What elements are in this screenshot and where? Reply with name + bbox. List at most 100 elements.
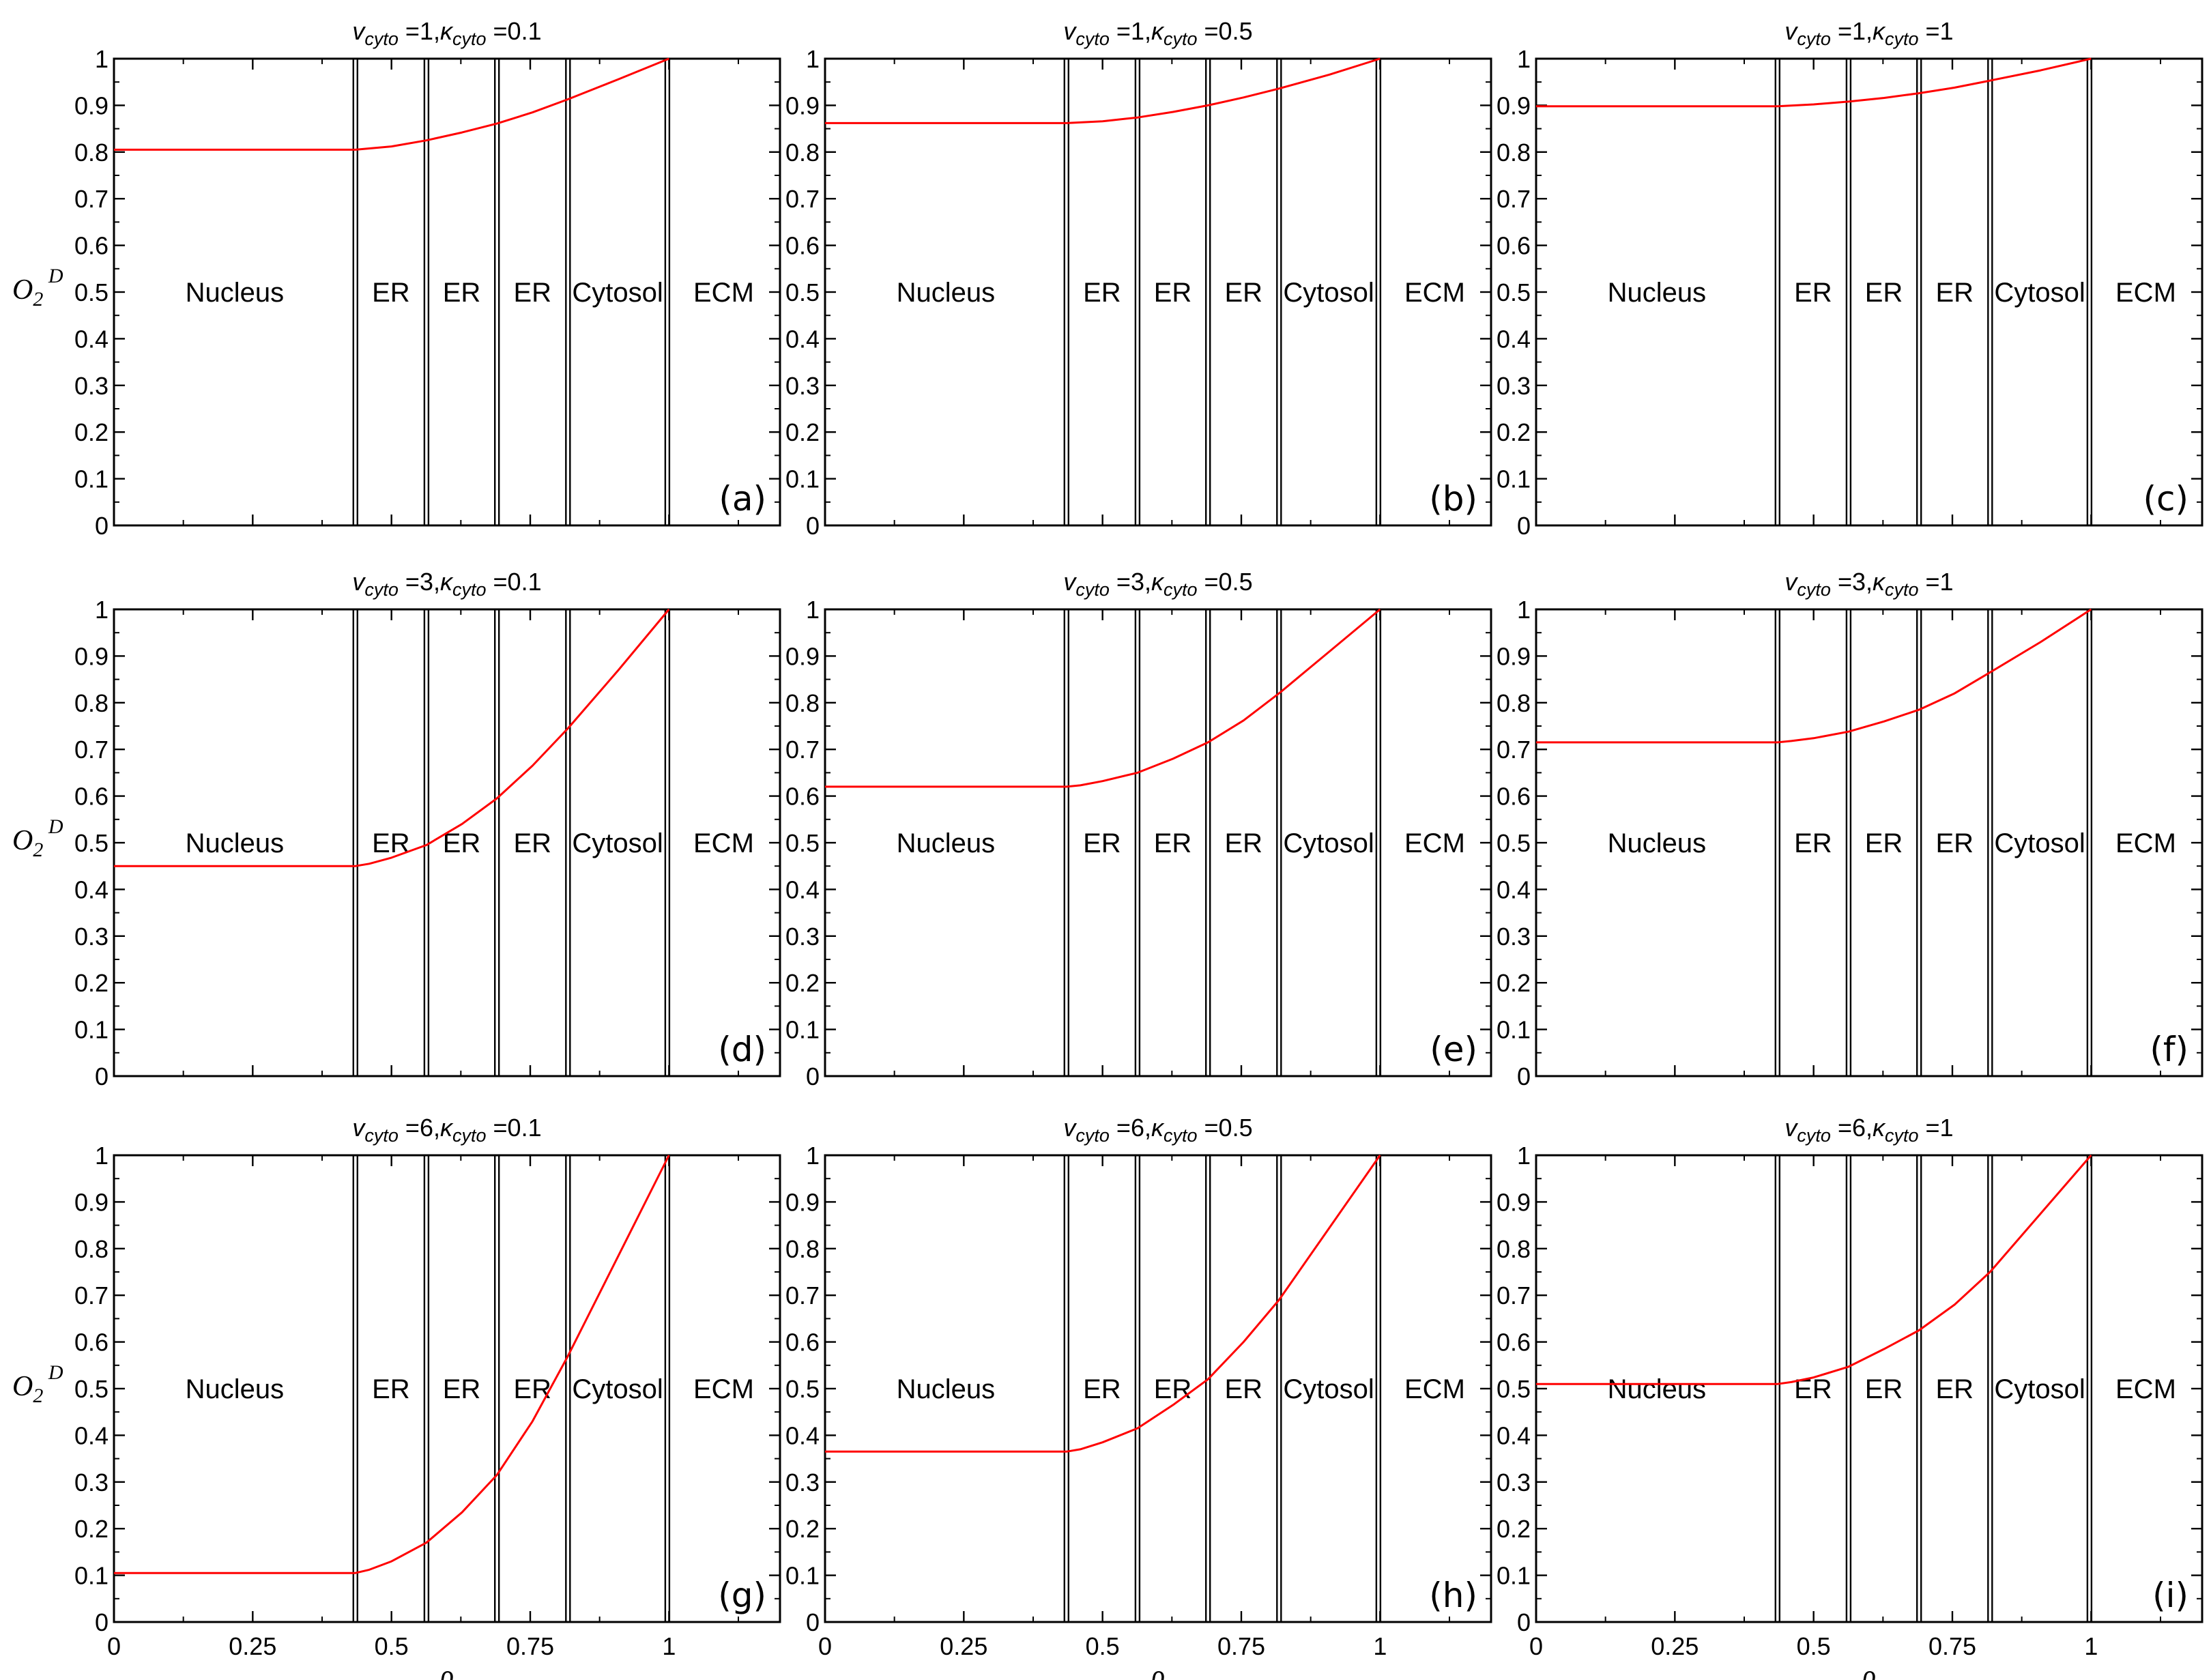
y-tick-label: 1 [95,1142,109,1170]
y-tick-label: 0.1 [785,1562,820,1590]
region-label: Cytosol [572,278,663,308]
y-tick-label: 0.6 [1497,232,1531,260]
region-label: ER [1224,278,1262,308]
y-tick-label: 0.8 [785,689,820,717]
region-label: Nucleus [1608,278,1707,308]
text-part: =3, [399,568,440,596]
y-tick-label: 0.2 [1497,969,1531,997]
y-tick-label: 0.2 [74,418,109,446]
text-part: κ [440,1114,454,1142]
text-part: =1 [1919,568,1954,596]
chart-panel-a: Nucleus ER ER ER Cytosol ECM 0 0.1 0.2 0.3 0.4 0.5 0… [12,17,781,540]
y-tick-label: 0.4 [74,1421,109,1449]
x-tick-label: 1 [662,1632,676,1660]
text-part: κ [1873,1114,1886,1142]
y-tick-label: 1 [806,45,820,73]
y-tick-label: 0.2 [1497,1515,1531,1543]
text-part: =0.1 [487,1114,542,1142]
y-tick-label: 0.5 [1497,278,1531,306]
panel-tag: (d) [718,1030,766,1069]
y-tick-label: 0.9 [1497,91,1531,119]
region-label: ER [372,278,410,308]
text-part: =0.5 [1198,568,1253,596]
chart-panel-e: Nucleus ER ER ER Cytosol ECM 0 0.1 0.2 0.3 0.4 0.5 0… [785,568,1492,1090]
y-tick-label: 0 [806,1608,820,1636]
text-part: =0.5 [1198,1114,1253,1142]
region-label: ER [1083,278,1121,308]
y-tick-label: 0.7 [74,1281,109,1309]
y-tick-label: 1 [1517,1142,1531,1170]
region-label: Cytosol [1283,828,1374,858]
y-tick-label: 1 [806,1142,820,1170]
panel-tag: (g) [718,1576,766,1615]
text-part: cyto [1885,1125,1919,1146]
text-part: 2 [33,1385,43,1407]
y-tick-label: 0.6 [74,1329,109,1357]
region-label: ER [1865,828,1903,858]
y-tick-label: 0.4 [1497,875,1531,903]
y-tick-label: 0.3 [785,372,820,400]
region-label: Cytosol [1994,278,2085,308]
y-tick-label: 0 [806,1062,820,1090]
text-part: κ [440,17,454,45]
y-tick-label: 0.8 [74,139,109,166]
text-part: O [12,825,33,856]
region-label: Cytosol [572,1374,663,1404]
text-part: D [43,265,63,287]
y-tick-label: 0.5 [785,278,820,306]
y-tick-label: 0.1 [74,1562,109,1590]
y-tick-label: 0.2 [1497,418,1531,446]
y-axis-label: O2 D [12,265,63,310]
text-part: =3, [1110,568,1151,596]
x-tick-label: 0.75 [1928,1632,1976,1660]
text-part: cyto [452,29,487,49]
panel-title: vcyto =3,κcyto =0.1 [352,568,541,600]
panel-title: vcyto =3,κcyto =1 [1784,568,1953,600]
y-tick-label: 0.1 [1497,465,1531,493]
y-tick-label: 0.4 [1497,325,1531,353]
y-tick-label: 0 [1517,512,1531,540]
panel-tag: (c) [2143,479,2188,519]
text-part: cyto [1797,1125,1831,1146]
x-tick-label: 0.25 [1651,1632,1699,1660]
text-part: cyto [364,29,399,49]
x-tick-label: 0.25 [229,1632,276,1660]
text-part: =1, [1110,17,1151,45]
chart-panel-f: Nucleus ER ER ER Cytosol ECM 0 0.1 0.2 0.3 0.4 0.5 0… [1497,568,2203,1090]
series-line [1536,57,2092,108]
y-tick-label: 0.8 [74,689,109,717]
y-tick-label: 0.4 [74,875,109,903]
region-label: Cytosol [1994,828,2085,858]
text-part: =6, [399,1114,440,1142]
y-tick-label: 0.8 [1497,689,1531,717]
x-axis-label: ρ [1861,1660,1876,1680]
y-tick-label: 0.8 [1497,139,1531,166]
text-part: cyto [1885,579,1919,600]
panel-title: vcyto =1,κcyto =0.1 [352,17,541,49]
x-tick-label: 0.5 [1086,1632,1120,1660]
region-label: ECM [693,1374,754,1404]
x-tick-label: 1 [1373,1632,1387,1660]
x-tick-label: 1 [2084,1632,2098,1660]
y-tick-label: 0.8 [785,1235,820,1263]
y-tick-label: 0.3 [785,923,820,951]
x-tick-label: 0.25 [940,1632,987,1660]
text-part: O [12,274,33,306]
region-label: ECM [693,828,754,858]
y-tick-label: 0.1 [785,1016,820,1044]
text-part: κ [1151,17,1165,45]
region-label: ECM [1404,278,1465,308]
text-part: κ [1873,568,1886,596]
x-tick-label: 0.5 [1797,1632,1831,1660]
text-part: cyto [1075,1125,1110,1146]
region-label: ER [1224,828,1262,858]
y-tick-label: 0 [1517,1608,1531,1636]
panel-title: vcyto =6,κcyto =0.5 [1063,1114,1252,1146]
panel-tag: (i) [2152,1576,2188,1615]
panel-title: vcyto =1,κcyto =0.5 [1063,17,1252,49]
region-label: ER [443,1374,481,1404]
region-label: ER [1794,828,1832,858]
text-part: v [352,568,366,596]
region-label: ER [443,828,481,858]
